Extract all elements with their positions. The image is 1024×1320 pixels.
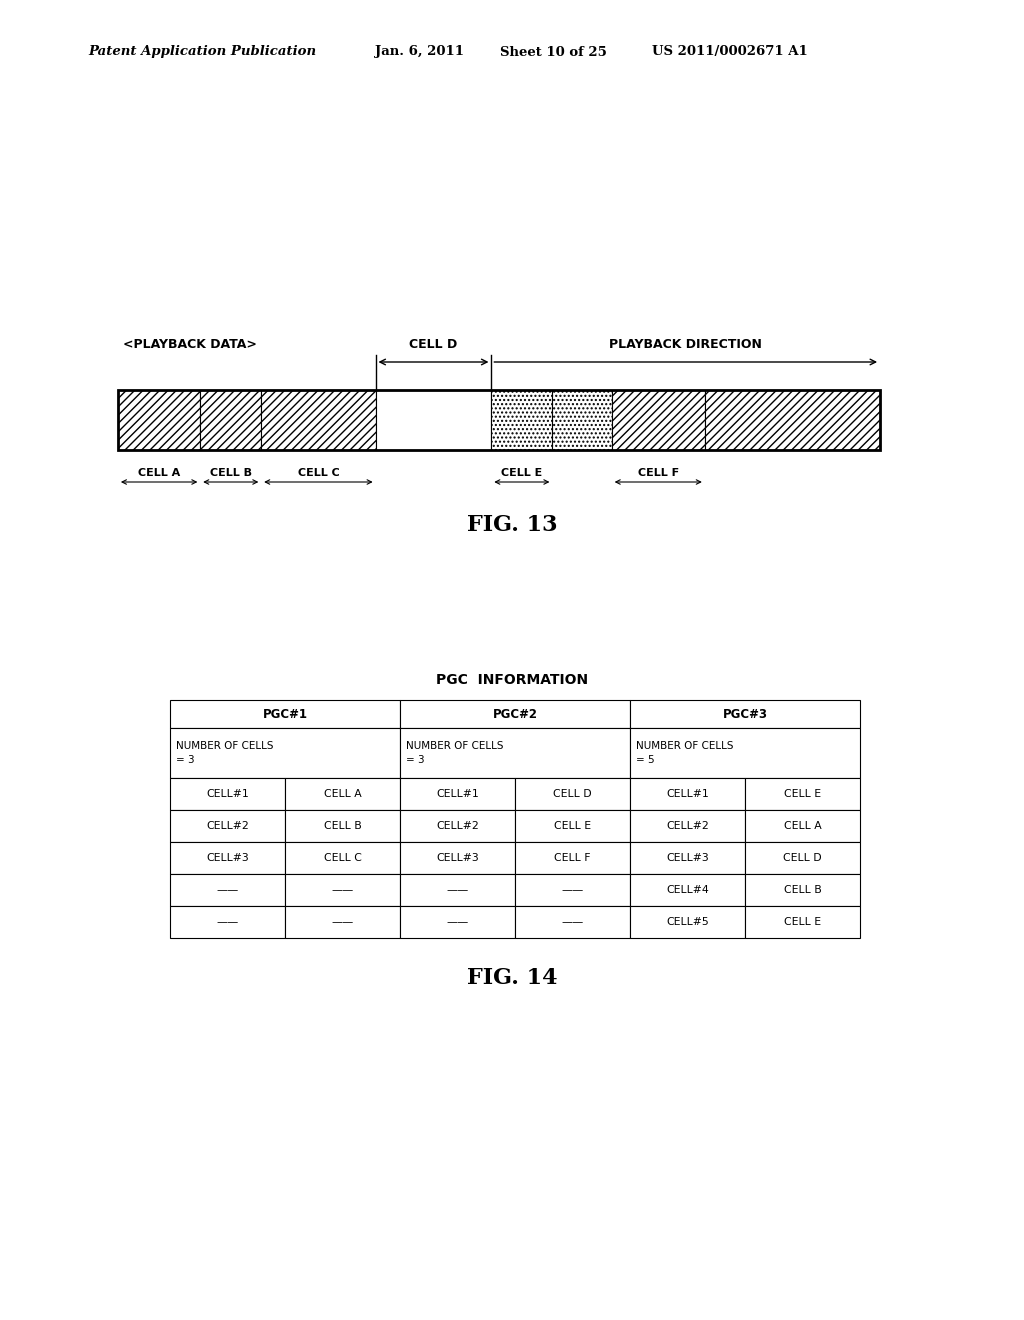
Text: CELL B: CELL B [324, 821, 361, 832]
Bar [285, 842, 400, 874]
Bar [492, 389, 552, 450]
Bar [745, 810, 860, 842]
Text: CELL D: CELL D [783, 853, 822, 863]
Text: CELL A: CELL A [138, 469, 180, 478]
Bar [400, 729, 630, 777]
Text: CELL D: CELL D [553, 789, 592, 799]
Text: CELL#4: CELL#4 [667, 884, 709, 895]
Bar [745, 874, 860, 906]
Bar [400, 842, 515, 874]
Text: CELL#3: CELL#3 [436, 853, 479, 863]
Text: CELL#3: CELL#3 [667, 853, 709, 863]
Bar [285, 906, 400, 939]
Bar [285, 810, 400, 842]
Bar [118, 389, 201, 450]
Bar [745, 906, 860, 939]
Text: Patent Application Publication: Patent Application Publication [88, 45, 316, 58]
Bar [400, 777, 515, 810]
Text: ——: —— [216, 884, 239, 895]
Text: CELL#2: CELL#2 [436, 821, 479, 832]
Text: <PLAYBACK DATA>: <PLAYBACK DATA> [123, 338, 257, 351]
Text: PGC#3: PGC#3 [723, 708, 768, 721]
Text: ——: —— [446, 917, 469, 927]
Bar [745, 777, 860, 810]
Text: ——: —— [332, 917, 353, 927]
Bar [201, 389, 261, 450]
Text: FIG. 14: FIG. 14 [467, 968, 557, 989]
Text: NUMBER OF CELLS
= 3: NUMBER OF CELLS = 3 [176, 742, 273, 764]
Text: CELL B: CELL B [210, 469, 252, 478]
Text: ——: —— [561, 884, 584, 895]
Text: ——: —— [561, 917, 584, 927]
Text: US 2011/0002671 A1: US 2011/0002671 A1 [652, 45, 808, 58]
Text: FIG. 13: FIG. 13 [467, 513, 557, 536]
Bar [630, 906, 745, 939]
Bar [611, 389, 705, 450]
Bar [285, 777, 400, 810]
Bar [515, 874, 630, 906]
Bar [630, 810, 745, 842]
Text: CELL E: CELL E [501, 469, 543, 478]
Text: NUMBER OF CELLS
= 5: NUMBER OF CELLS = 5 [636, 742, 733, 764]
Text: CELL#1: CELL#1 [667, 789, 709, 799]
Bar [400, 700, 630, 729]
Bar [515, 842, 630, 874]
Bar [118, 389, 880, 450]
Bar [170, 810, 285, 842]
Bar [745, 842, 860, 874]
Bar [515, 810, 630, 842]
Text: ——: —— [446, 884, 469, 895]
Bar [170, 777, 285, 810]
Text: CELL#1: CELL#1 [206, 789, 249, 799]
Text: Jan. 6, 2011: Jan. 6, 2011 [375, 45, 464, 58]
Bar [170, 906, 285, 939]
Bar [705, 389, 880, 450]
Text: CELL E: CELL E [784, 917, 821, 927]
Bar [630, 874, 745, 906]
Text: ——: —— [216, 917, 239, 927]
Bar [376, 389, 492, 450]
Bar [630, 842, 745, 874]
Text: NUMBER OF CELLS
= 3: NUMBER OF CELLS = 3 [406, 742, 504, 764]
Text: CELL#2: CELL#2 [206, 821, 249, 832]
Text: Sheet 10 of 25: Sheet 10 of 25 [500, 45, 607, 58]
Text: CELL D: CELL D [410, 338, 458, 351]
Bar [170, 842, 285, 874]
Text: PLAYBACK DIRECTION: PLAYBACK DIRECTION [609, 338, 762, 351]
Text: CELL#3: CELL#3 [206, 853, 249, 863]
Text: CELL C: CELL C [324, 853, 361, 863]
Bar [170, 729, 400, 777]
Bar [261, 389, 376, 450]
Text: CELL#5: CELL#5 [667, 917, 709, 927]
Text: PGC  INFORMATION: PGC INFORMATION [436, 673, 588, 686]
Text: CELL B: CELL B [783, 884, 821, 895]
Bar [400, 810, 515, 842]
Text: ——: —— [332, 884, 353, 895]
Text: CELL E: CELL E [554, 821, 591, 832]
Bar [630, 729, 860, 777]
Text: CELL A: CELL A [324, 789, 361, 799]
Text: CELL#1: CELL#1 [436, 789, 479, 799]
Bar [400, 874, 515, 906]
Bar [170, 874, 285, 906]
Bar [285, 874, 400, 906]
Bar [552, 389, 611, 450]
Text: CELL E: CELL E [784, 789, 821, 799]
Text: CELL F: CELL F [638, 469, 679, 478]
Text: CELL C: CELL C [298, 469, 339, 478]
Text: CELL F: CELL F [554, 853, 591, 863]
Text: CELL#2: CELL#2 [667, 821, 709, 832]
Bar [630, 700, 860, 729]
Bar [170, 700, 400, 729]
Bar [630, 777, 745, 810]
Text: PGC#2: PGC#2 [493, 708, 538, 721]
Bar [515, 906, 630, 939]
Bar [400, 906, 515, 939]
Text: CELL A: CELL A [783, 821, 821, 832]
Text: PGC#1: PGC#1 [262, 708, 307, 721]
Bar [515, 777, 630, 810]
